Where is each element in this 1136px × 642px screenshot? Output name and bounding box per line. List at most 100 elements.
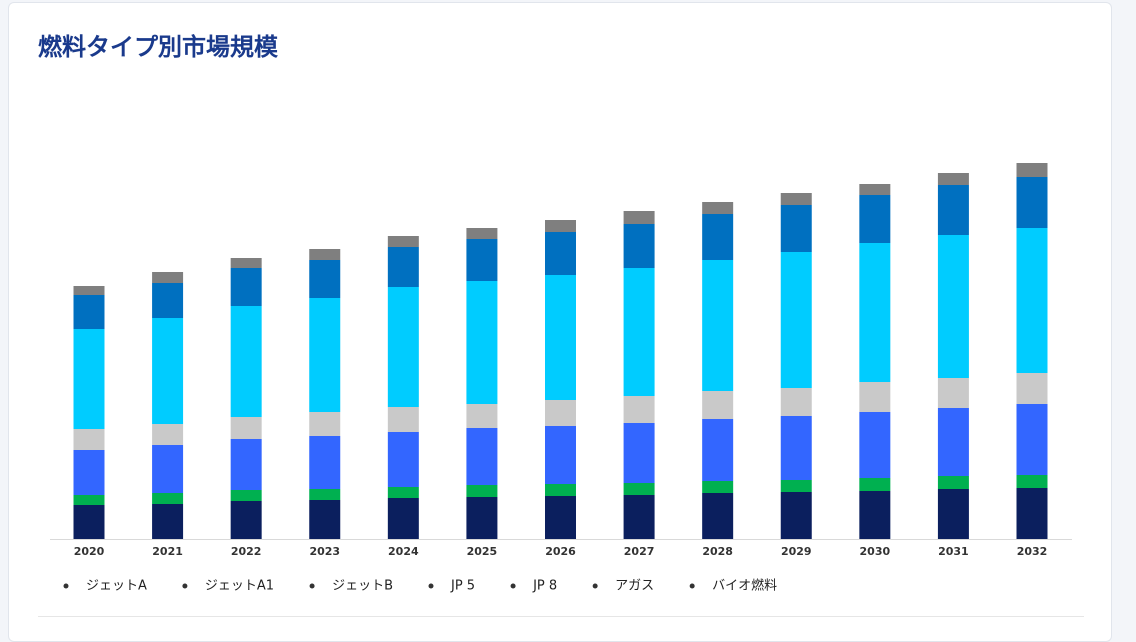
bar-segment [387,487,419,498]
bar-segment [545,232,576,275]
bar-segment [859,243,891,382]
bar-segment [623,224,655,268]
bar-segment [309,249,341,260]
chart-title: 燃料タイプ別市場規模 [38,33,279,61]
bar-segment [859,478,891,491]
bar-segment [1016,373,1048,404]
x-tick-label: 2029 [781,545,812,558]
legend-bullet [428,583,434,589]
bar-segment [466,239,498,281]
bar-segment [702,260,734,391]
bar-segment [623,211,655,224]
bar-segment [780,252,812,388]
legend-label: JP 8 [532,579,557,594]
bar-segment [623,495,655,539]
bar-segment [859,491,891,539]
bar-segment [545,484,576,496]
bar-segment [387,287,419,407]
bar-segment [623,483,655,495]
x-tick-label: 2030 [860,545,891,558]
bar-segment [937,185,969,235]
bar-segment [780,492,812,539]
x-tick-label: 2023 [309,545,340,558]
bar-segment [230,439,262,490]
bar-segment [73,329,105,429]
bar-segment [387,236,419,247]
bar-segment [780,193,812,205]
bar-segment [937,476,969,489]
bar-segment [937,235,969,378]
bar-segment [466,428,498,485]
bar-segment [230,258,262,268]
x-tick-label: 2025 [467,545,498,558]
bar-segment [230,417,262,439]
bar-segment [152,424,184,445]
bar-segment [466,404,498,428]
legend-bullet [63,583,69,589]
bar-segment [623,423,655,483]
bar-segment [466,228,498,239]
legend-label: ジェットA [86,579,147,594]
legend-bullet [182,583,188,589]
bar-segment [623,396,655,423]
bar-segment [1016,475,1048,488]
bar-segment [73,295,105,329]
bar-segment [466,497,498,539]
bar-segment [859,184,891,195]
bar-segment [780,480,812,492]
bar-segment [73,495,105,505]
bar-segment [702,481,734,493]
bar-segment [702,391,734,419]
bar-segment [230,306,262,417]
x-tick-label: 2027 [624,545,655,558]
bar-segment [780,205,812,252]
bar-segment [1016,177,1048,228]
bar-segment [152,504,184,539]
bar-segment [545,220,576,232]
legend-bullet [689,583,695,589]
bar-segment [702,419,734,481]
bar-segment [937,173,969,185]
bar-segment [309,500,341,539]
bar-segment [387,498,419,539]
legend-bullet [510,583,516,589]
bar-segment [230,490,262,501]
bar-segment [73,450,105,495]
bar-segment [152,493,184,504]
bar-segment [73,505,105,539]
bar-segment [73,429,105,450]
bar-segment [309,412,341,436]
legend-label: ジェットA1 [205,579,274,594]
bar-segment [387,247,419,287]
x-tick-label: 2022 [231,545,262,558]
bar-segment [780,416,812,480]
x-tick-label: 2028 [702,545,733,558]
legend-label: JP 5 [450,579,475,594]
bar-segment [309,489,341,500]
bar-segment [545,275,576,400]
bar-segment [937,489,969,539]
chart: 燃料タイプ別市場規模 2020 2021 2022 2023 2024 2025 2026 2… [38,33,1084,617]
legend-label: バイオ燃料 [712,578,777,594]
legend-label: ジェットB [332,579,393,594]
x-tick-label: 2021 [152,545,183,558]
legend-label: アガス [615,579,654,594]
bar-segment [230,501,262,539]
bar-segment [623,268,655,396]
bar-segment [545,496,576,539]
bar-segment [859,412,891,478]
legend-bullet [309,583,315,589]
x-tick-label: 2024 [388,545,419,558]
bar-segment [387,432,419,487]
bar-segment [466,485,498,497]
bar-segment [1016,228,1048,373]
bar-segment [152,318,184,424]
bar-segment [937,378,969,408]
bar-segment [1016,163,1048,177]
bar-segment [309,298,341,412]
bar-segment [152,272,184,283]
bar-segment [309,436,341,489]
bar-segment [859,195,891,243]
bar-segment [387,407,419,432]
bar-segment [937,408,969,476]
